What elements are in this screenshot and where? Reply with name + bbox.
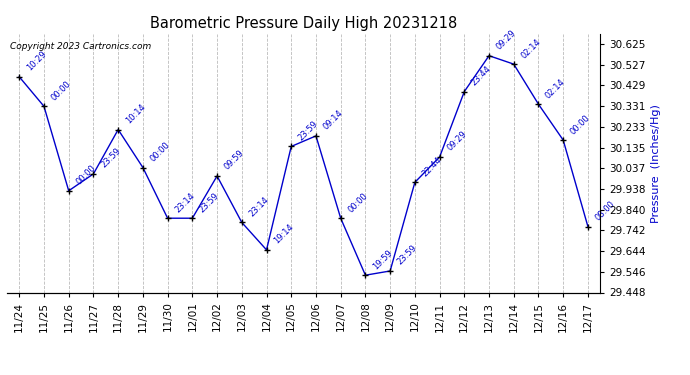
Text: 10:29: 10:29 bbox=[25, 50, 48, 73]
Text: 00:00: 00:00 bbox=[75, 164, 97, 187]
Text: 23:14: 23:14 bbox=[247, 195, 270, 218]
Text: Copyright 2023 Cartronics.com: Copyright 2023 Cartronics.com bbox=[10, 42, 151, 51]
Text: 00:00: 00:00 bbox=[346, 191, 369, 214]
Title: Barometric Pressure Daily High 20231218: Barometric Pressure Daily High 20231218 bbox=[150, 16, 457, 31]
Text: 09:29: 09:29 bbox=[445, 130, 469, 153]
Text: 10:14: 10:14 bbox=[124, 102, 147, 125]
Text: 23:59: 23:59 bbox=[198, 191, 221, 214]
Text: 02:14: 02:14 bbox=[544, 77, 567, 100]
Text: 09:29: 09:29 bbox=[495, 28, 518, 51]
Text: 23:14: 23:14 bbox=[173, 191, 197, 214]
Text: 23:59: 23:59 bbox=[395, 243, 419, 267]
Text: 02:14: 02:14 bbox=[520, 37, 542, 60]
Text: 22:44: 22:44 bbox=[420, 155, 444, 178]
Text: 19:59: 19:59 bbox=[371, 248, 394, 271]
Text: 08:00: 08:00 bbox=[593, 199, 617, 222]
Text: 00:00: 00:00 bbox=[50, 79, 72, 102]
Text: 23:59: 23:59 bbox=[297, 119, 320, 142]
Text: 09:59: 09:59 bbox=[223, 148, 246, 172]
Text: 09:14: 09:14 bbox=[322, 109, 345, 132]
Text: 23:59: 23:59 bbox=[99, 147, 122, 170]
Text: 23:44: 23:44 bbox=[470, 64, 493, 87]
Text: 19:14: 19:14 bbox=[272, 222, 295, 246]
Y-axis label: Pressure  (Inches/Hg): Pressure (Inches/Hg) bbox=[651, 104, 662, 223]
Text: 00:00: 00:00 bbox=[148, 140, 172, 164]
Text: 00:00: 00:00 bbox=[569, 113, 592, 136]
